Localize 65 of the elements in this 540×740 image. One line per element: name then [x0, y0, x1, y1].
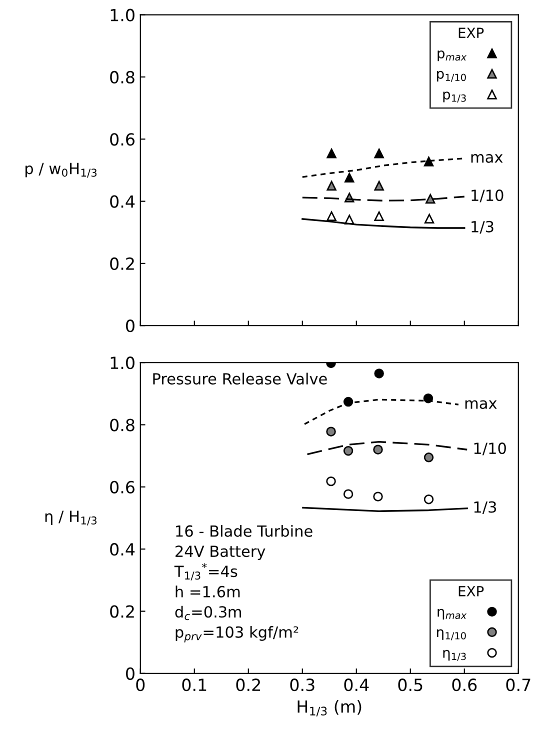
x-axis-title: H$_{1/3}$ (m): [298, 700, 362, 716]
y-tick-label: 0.8: [110, 418, 134, 432]
y-tick-label: 0: [126, 320, 134, 332]
point: [374, 148, 384, 158]
legend-title: EXP: [458, 586, 484, 596]
y-axis-title: η / H$_{1/3}$: [45, 510, 97, 526]
point: [373, 492, 383, 502]
point: [424, 494, 434, 504]
x-tick-label: 0.1: [182, 678, 206, 692]
annotation: max: [465, 400, 497, 409]
point: [374, 368, 384, 378]
line-series: [306, 441, 468, 456]
x-tick-label: 0.4: [344, 678, 369, 692]
legend-label: η$_{max}$: [438, 608, 467, 620]
annotation: h =1.6m: [176, 586, 240, 598]
annotation: 1/10: [472, 189, 504, 202]
y-tick-label: 1.0: [110, 8, 134, 22]
annotation: T$_{1/3}$$^{*}$=4s: [174, 563, 238, 580]
annotation: 24V Battery: [176, 546, 266, 560]
point: [343, 446, 354, 456]
point: [424, 156, 434, 166]
legend-label: η$_{1/3}$: [443, 650, 466, 661]
point: [373, 444, 383, 454]
annotation: Pressure Release Valve: [153, 372, 327, 385]
x-tick-label: 0.7: [506, 678, 530, 692]
annotation: 1/10: [474, 442, 506, 456]
point: [344, 172, 354, 183]
legend-label: p$_{max}$: [438, 50, 467, 62]
point: [374, 180, 384, 191]
y-tick-label: 0.6: [110, 480, 134, 494]
annotation: 16 - Blade Turbine: [176, 525, 312, 537]
legend-title: EXP: [458, 28, 484, 38]
annotation: p$_{prv}$=103 kgf/m²: [176, 626, 298, 642]
point: [423, 393, 434, 404]
legend-label: p$_{1/10}$: [437, 70, 466, 82]
x-tick-label: 0.2: [236, 678, 260, 692]
y-tick-label: 0.6: [110, 133, 134, 146]
annotation: 1/3: [472, 220, 494, 234]
y-axis-title: p / w$_{0}$H$_{1/3}$: [26, 162, 97, 178]
legend-label: p$_{1/3}$: [443, 92, 466, 103]
point: [374, 211, 384, 222]
point: [326, 426, 336, 436]
point: [424, 214, 434, 224]
y-tick-label: 0: [126, 667, 134, 680]
point: [343, 489, 354, 499]
y-tick-label: 0.8: [110, 70, 134, 84]
y-tick-label: 0.2: [110, 605, 134, 618]
point: [426, 194, 436, 204]
y-tick-label: 0.4: [110, 543, 135, 556]
point: [424, 452, 434, 462]
x-tick-label: 0.6: [452, 678, 477, 692]
y-tick-label: 1.0: [110, 356, 134, 370]
annotation: d$_{c}$=0.3m: [175, 606, 241, 620]
legend-label: η$_{1/10}$: [437, 629, 466, 640]
x-tick-label: 0.3: [290, 678, 314, 692]
point: [326, 148, 336, 158]
point: [326, 211, 336, 222]
point: [326, 476, 336, 486]
x-tick-label: 0.5: [398, 678, 422, 692]
y-tick-label: 0.2: [110, 257, 134, 270]
annotation: max: [471, 154, 503, 163]
point: [326, 180, 336, 191]
x-tick-label: 0: [136, 678, 145, 692]
y-tick-label: 0.4: [110, 195, 135, 208]
annotation: 1/3: [474, 501, 496, 514]
